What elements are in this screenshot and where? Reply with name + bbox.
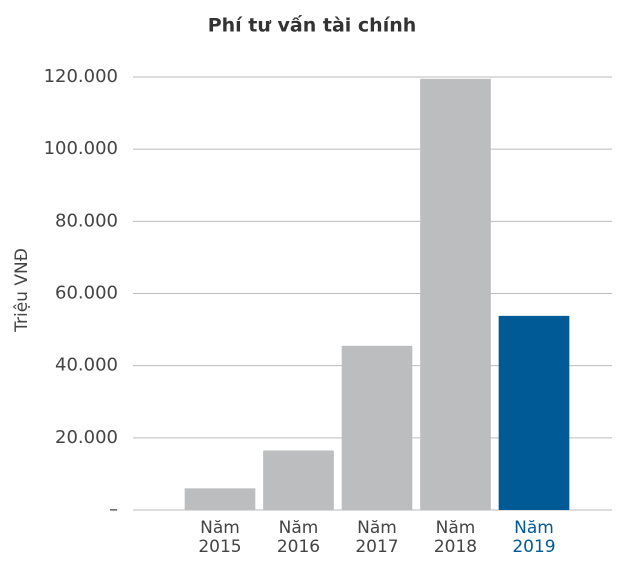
bar xyxy=(498,315,570,510)
bar xyxy=(341,345,413,510)
y-tick-label: 120.000 xyxy=(44,66,118,87)
x-tick-label: Năm 2018 xyxy=(433,518,478,557)
bar xyxy=(420,78,491,510)
y-tick-label: 100.000 xyxy=(44,138,118,159)
chart-title: Phí tư vấn tài chính xyxy=(208,14,417,37)
y-tick-label: – xyxy=(109,499,118,520)
y-tick-label: 80.000 xyxy=(55,210,118,231)
bar xyxy=(263,450,334,510)
x-tick-label: Năm 2016 xyxy=(276,518,321,557)
y-tick-label: 20.000 xyxy=(55,427,118,448)
bar xyxy=(184,488,256,510)
x-tick-label: Năm 2019 xyxy=(512,518,556,557)
y-tick-label: 60.000 xyxy=(55,283,118,304)
x-tick-label: Năm 2017 xyxy=(355,518,399,557)
x-tick-label: Năm 2015 xyxy=(198,518,242,557)
y-axis-label: Triệu VNĐ xyxy=(12,248,32,333)
y-tick-label: 40.000 xyxy=(55,355,118,376)
